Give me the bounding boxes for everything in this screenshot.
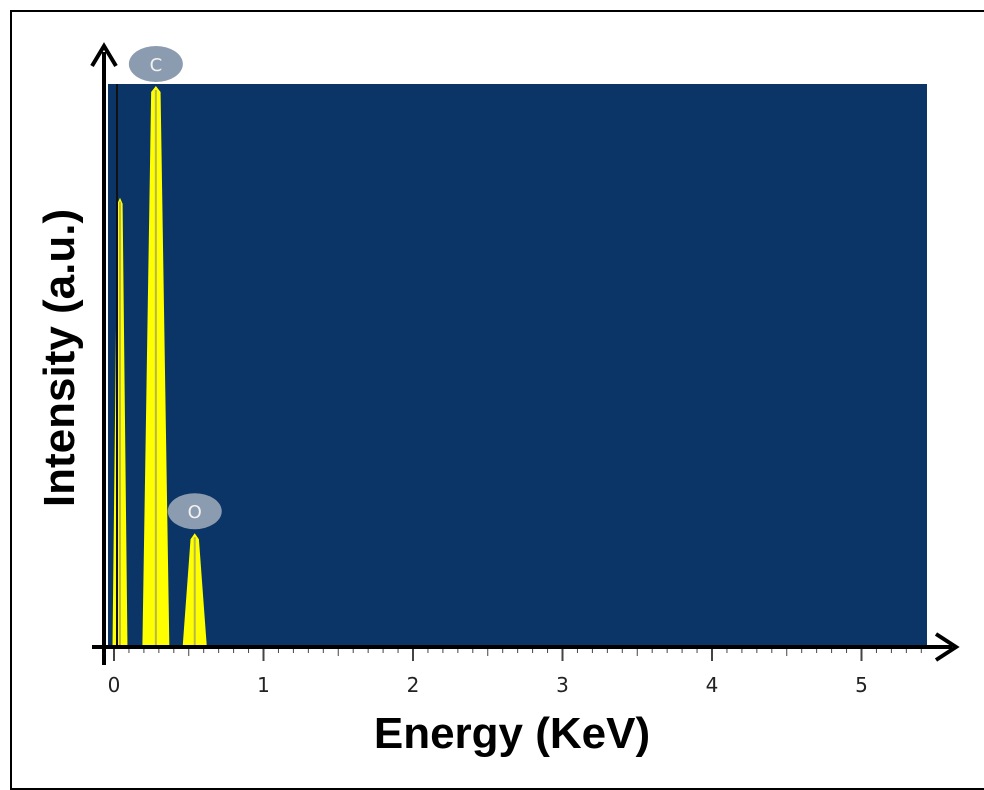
x-tick-label: 1: [257, 673, 270, 697]
x-axis-title: Energy (KeV): [374, 709, 650, 758]
x-axis-arrowhead: [934, 632, 960, 662]
peak-label-marker: [128, 46, 183, 82]
peak-label-marker: [167, 493, 222, 530]
plot-area: [108, 84, 927, 645]
peak-labels: CO: [128, 46, 222, 530]
x-tick-label: 5: [855, 673, 868, 697]
x-tick-label: 0: [108, 673, 121, 697]
x-tick-label: 3: [556, 673, 569, 697]
peak-label: C: [150, 55, 163, 76]
x-tick-label: 2: [407, 673, 420, 697]
axes: [90, 42, 960, 665]
peak-label: O: [188, 502, 202, 523]
x-ticks: 0 1 2 3 4 5: [108, 649, 922, 697]
x-tick-label: 4: [706, 673, 719, 697]
y-axis-arrowhead: [90, 42, 118, 68]
y-axis-title: Intensity (a.u.): [35, 209, 84, 507]
